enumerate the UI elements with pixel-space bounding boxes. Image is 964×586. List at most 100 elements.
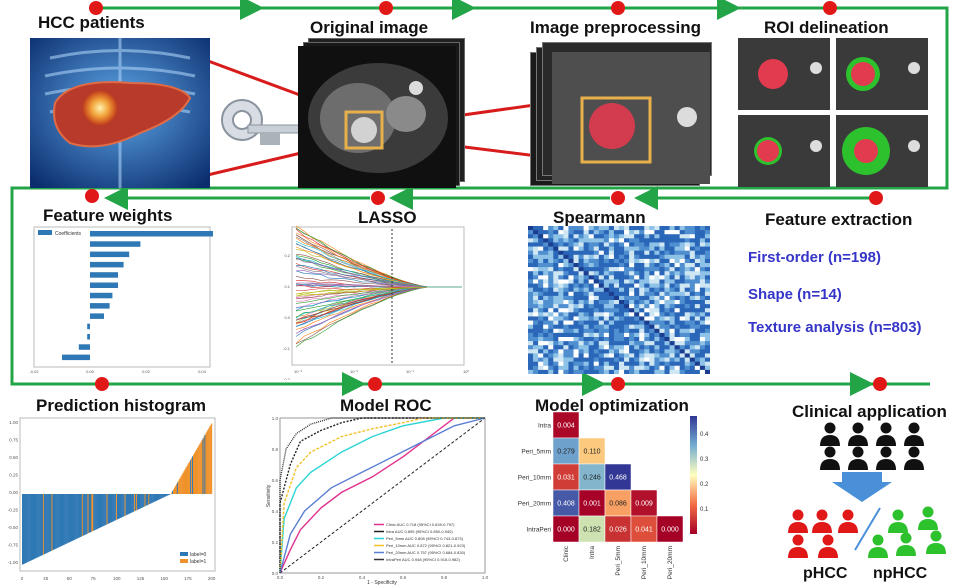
heatmap-cell	[583, 291, 589, 297]
heatmap-cell	[568, 250, 574, 256]
heatmap-cell	[553, 324, 559, 330]
heatmap-cell	[543, 258, 549, 264]
histogram-bar	[31, 494, 33, 561]
heatmap-cell	[608, 353, 615, 358]
heatmap-cell	[603, 291, 610, 297]
heatmap-cell	[644, 271, 650, 276]
heatmap-cell	[684, 316, 691, 321]
heatmap-cell	[613, 226, 620, 231]
heatmap-cell	[659, 254, 665, 260]
heatmap-cell	[613, 328, 620, 334]
roc-ytick: 0.4	[272, 509, 279, 514]
heatmap-cell	[528, 226, 534, 231]
weight-bar	[87, 334, 90, 340]
person-body	[818, 547, 838, 558]
heatmap-cell	[613, 349, 620, 354]
heatmap-cell	[629, 332, 635, 338]
heatmap-cell	[689, 324, 696, 330]
heatmap-cell	[553, 361, 559, 367]
heatmap-cell	[528, 295, 534, 301]
heatmap-cell	[538, 312, 544, 317]
heatmap-cell	[629, 353, 635, 358]
histogram-bar	[82, 494, 84, 536]
preprocessed-image-stack	[530, 38, 712, 190]
histogram-bar	[102, 494, 104, 527]
title-spearmann: Spearmann	[553, 208, 646, 227]
heatmap-cell	[619, 328, 625, 334]
roc-curve	[279, 417, 485, 574]
heatmap-cell	[573, 230, 579, 235]
heatmap-cell	[689, 320, 696, 325]
heatmap-cell	[619, 300, 625, 305]
histogram-bar	[175, 484, 178, 494]
histogram-bar	[83, 494, 85, 536]
person-body	[868, 547, 888, 558]
heatmap-cell	[684, 295, 691, 301]
heatmap-cell	[669, 258, 675, 264]
heatmap-cell	[573, 328, 579, 334]
heatmap-cell	[603, 263, 610, 268]
heatmap-cell	[598, 332, 605, 338]
histogram-bar	[180, 476, 182, 494]
histogram-bar	[125, 494, 127, 516]
lasso-path	[295, 240, 462, 288]
histogram-bar	[106, 494, 108, 525]
heatmap-cell	[543, 275, 549, 280]
heatmap-cell	[694, 369, 701, 374]
heatmap-cell	[619, 369, 625, 374]
histogram-bar	[185, 467, 187, 494]
heatmap-cell	[619, 295, 625, 301]
heatmap-cell	[689, 238, 696, 243]
heatmap-cell	[659, 271, 665, 276]
heatmap-cell	[578, 300, 584, 305]
heatmap-cell	[634, 337, 640, 342]
histogram-bar	[186, 466, 188, 494]
heatmap-cell	[543, 320, 549, 325]
heatmap-cell	[619, 353, 625, 358]
heatmap-cell	[528, 267, 534, 272]
heatmap-cell	[573, 271, 579, 276]
heatmap-cell	[639, 369, 645, 374]
heatmap-cell	[538, 234, 544, 239]
heatmap-cell	[573, 312, 579, 317]
weights-legend: Coefficients	[55, 231, 82, 237]
heatmap-cell	[689, 312, 696, 317]
heatmap-cell	[649, 349, 655, 354]
histogram-bar	[134, 494, 136, 512]
heatmap-cell	[664, 263, 670, 268]
histogram-bar	[80, 494, 83, 537]
histogram-bar	[73, 494, 75, 541]
heatmap-cell	[639, 324, 645, 330]
heatmap-cell	[674, 242, 680, 247]
heatmap-cell	[533, 345, 539, 350]
heatmap-cell	[558, 320, 564, 325]
heatmap-cell	[674, 345, 680, 350]
heatmap-cell	[654, 341, 660, 346]
heatmap-cell	[704, 275, 710, 280]
heatmap-cell	[593, 345, 600, 350]
histogram-bar	[22, 494, 24, 565]
heatmap-cell	[573, 300, 579, 305]
heatmap-cell	[583, 320, 589, 325]
heatmap-cell	[558, 328, 564, 334]
heatmap-cell	[558, 250, 564, 256]
heatmap-cell	[684, 263, 691, 268]
heatmap-cell	[558, 279, 564, 284]
heatmap-cell	[578, 316, 584, 321]
heatmap-cell	[629, 238, 635, 243]
heatmap-cell	[583, 341, 589, 346]
heatmap-cell	[634, 320, 640, 325]
heatmap-cell	[613, 279, 620, 284]
heatmap-cell	[563, 246, 569, 251]
heatmap-cell	[588, 258, 595, 264]
heatmap-cell	[669, 357, 675, 362]
heatmap-cell	[639, 246, 645, 251]
heatmap-cell	[669, 250, 675, 256]
heatmap-cell	[553, 258, 559, 264]
heatmap-cell	[674, 234, 680, 239]
heatmap-cell	[649, 365, 655, 371]
heatmap-cell	[699, 283, 706, 288]
heatmap-cell	[528, 238, 534, 243]
heatmap-cell	[593, 279, 600, 284]
heatmap-cell	[573, 341, 579, 346]
